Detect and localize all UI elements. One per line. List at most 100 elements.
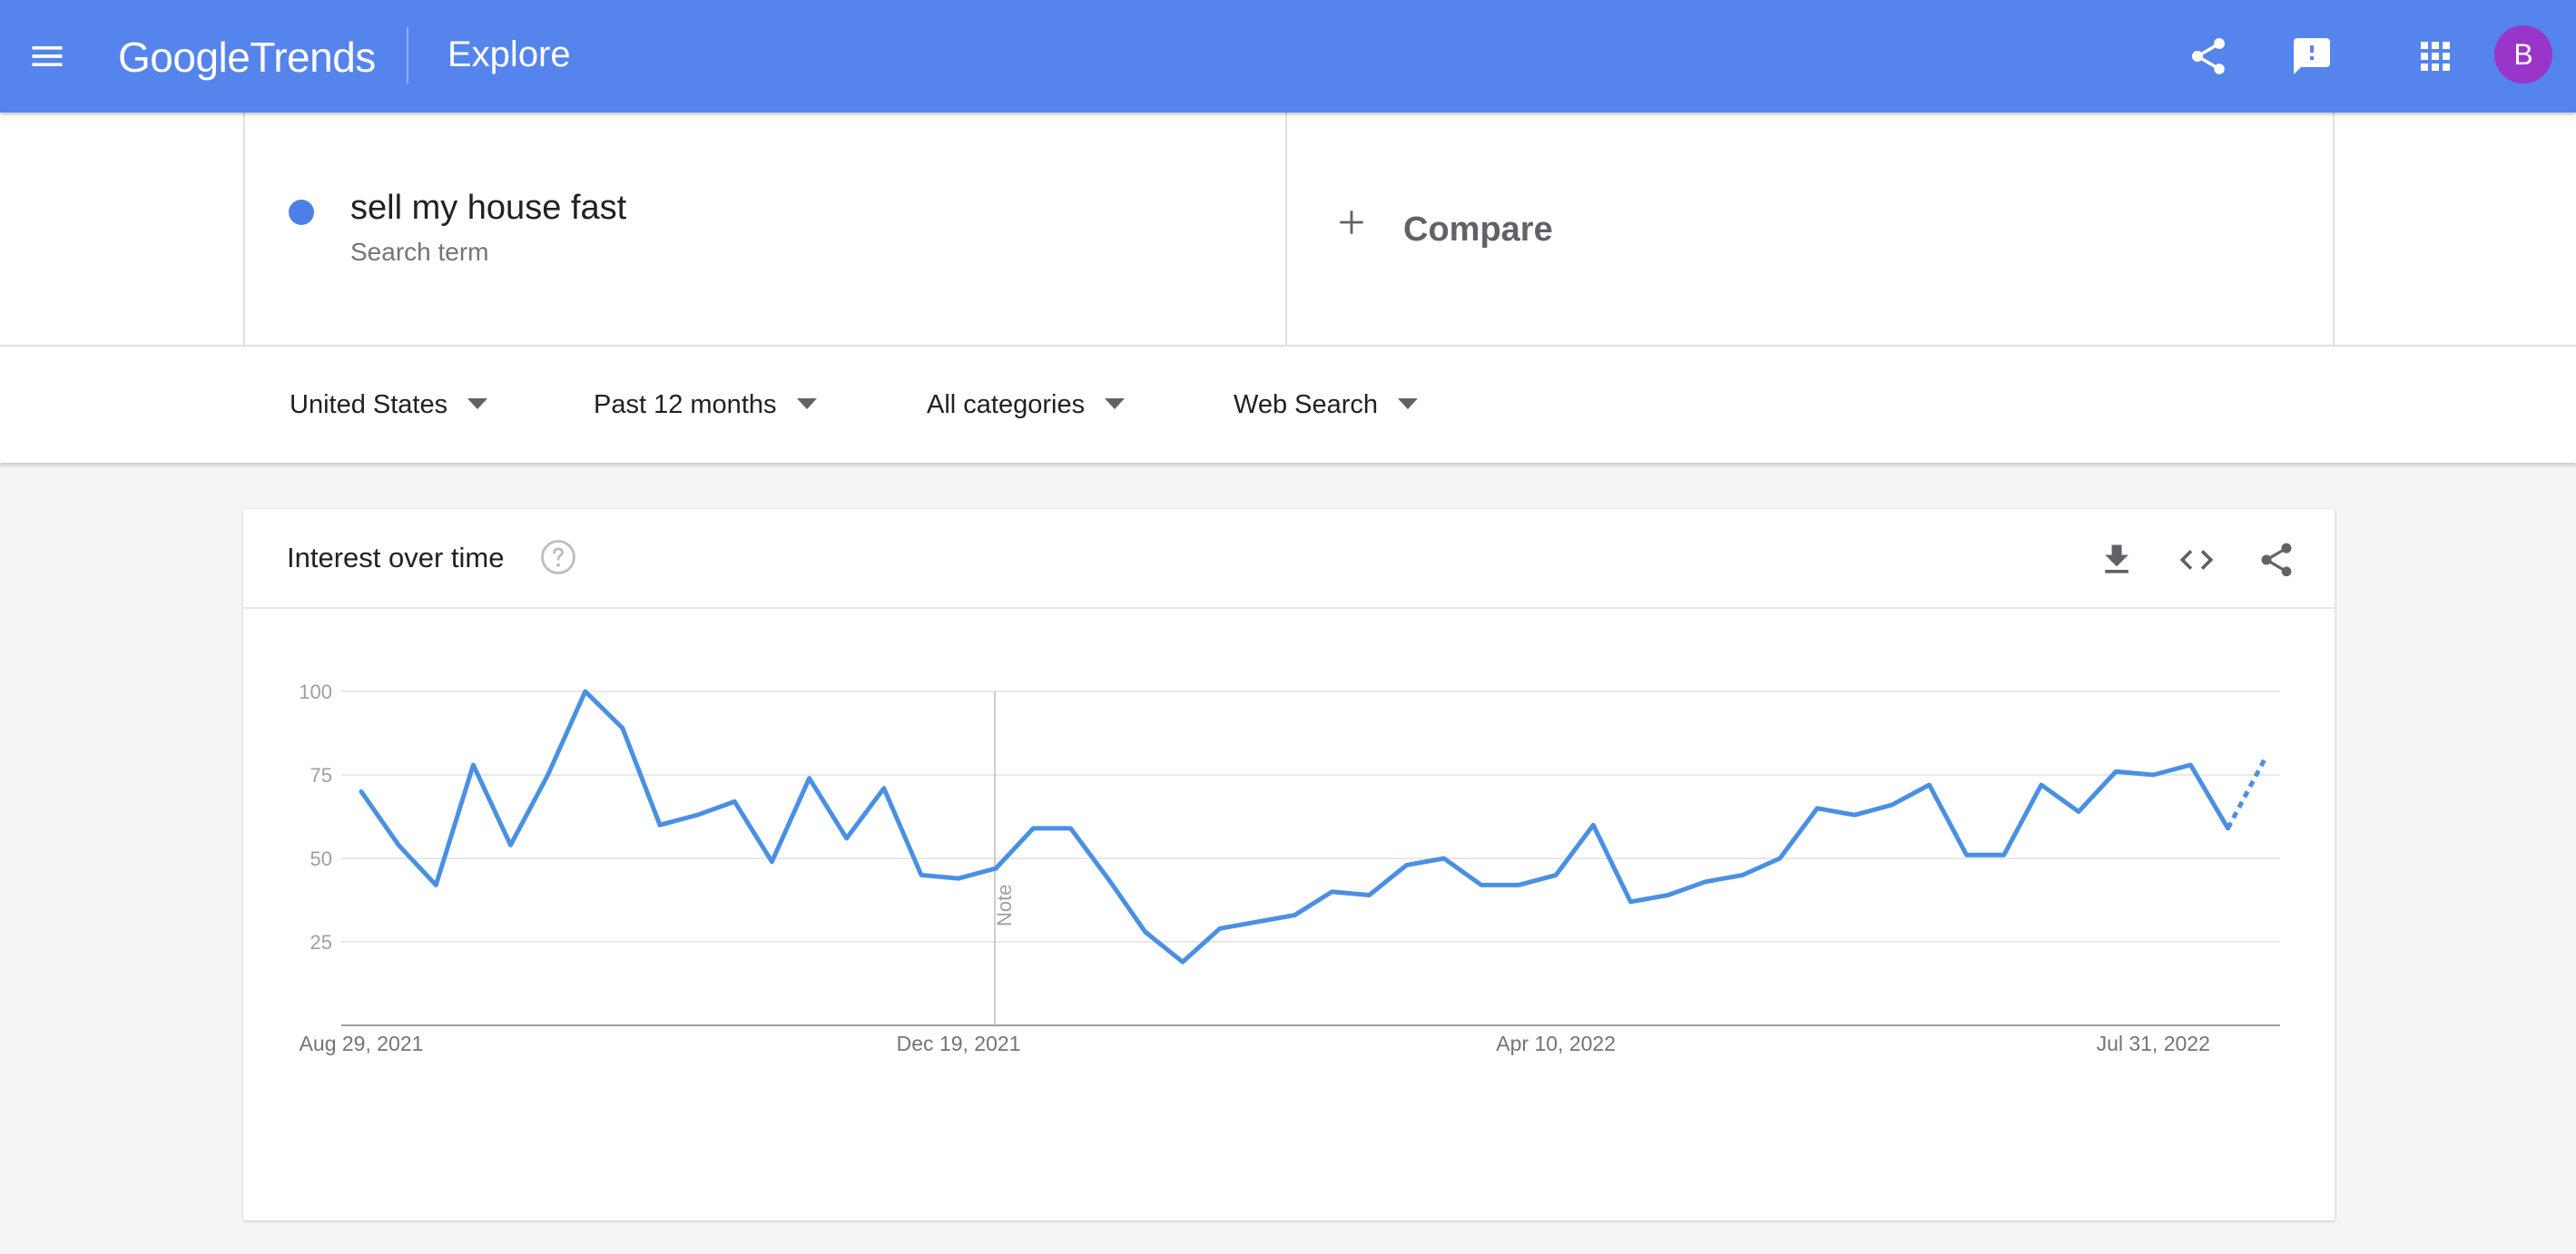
interest-over-time-card: Interest over time 25 50 75 100 Aug 29, 202… (243, 509, 2335, 1220)
data-point[interactable] (393, 839, 404, 850)
data-point[interactable] (1103, 873, 1114, 884)
data-point[interactable] (1401, 859, 1412, 870)
data-point[interactable] (430, 879, 441, 890)
chart-y-ticks: 25 50 75 100 (299, 681, 332, 954)
data-point[interactable] (1961, 849, 1972, 860)
y-tick-label: 75 (310, 764, 332, 787)
time-filter-dropdown[interactable]: Past 12 months (594, 390, 817, 420)
data-point[interactable] (692, 809, 703, 820)
logo-google: Google (118, 34, 251, 81)
logo-trends: Trends (250, 34, 376, 81)
y-tick-label: 100 (299, 681, 332, 703)
data-point[interactable] (1700, 877, 1711, 887)
data-point[interactable] (1550, 869, 1561, 880)
card-header: Interest over time (243, 509, 2335, 609)
data-point[interactable] (1214, 923, 1225, 934)
term-color-dot (289, 200, 314, 225)
share-icon[interactable] (2256, 540, 2296, 580)
chevron-down-icon (467, 398, 488, 410)
data-point[interactable] (617, 722, 628, 733)
partial-data-segment[interactable] (2226, 757, 2267, 830)
data-point[interactable] (580, 686, 591, 697)
chevron-down-icon (1105, 398, 1126, 410)
data-point[interactable] (2148, 769, 2158, 780)
search-term-type: Search term (350, 238, 489, 266)
data-point[interactable] (2260, 753, 2271, 764)
data-point[interactable] (1364, 889, 1375, 900)
chart-series[interactable] (356, 686, 2271, 967)
data-point[interactable] (543, 769, 554, 780)
data-point[interactable] (2223, 823, 2234, 834)
data-point[interactable] (916, 869, 927, 880)
data-point[interactable] (2110, 766, 2121, 777)
data-point[interactable] (1476, 879, 1487, 890)
data-point[interactable] (1737, 869, 1748, 880)
data-point[interactable] (1849, 809, 1860, 820)
search-terms-panel: sell my house fast Search term Compare (0, 113, 2576, 345)
data-point[interactable] (1923, 779, 1934, 790)
data-point[interactable] (804, 773, 815, 784)
data-point[interactable] (1886, 799, 1897, 810)
data-point[interactable] (1326, 887, 1337, 897)
data-point[interactable] (1812, 803, 1823, 814)
search-term-name[interactable]: sell my house fast (350, 189, 627, 227)
data-point[interactable] (766, 857, 777, 867)
header-divider (407, 27, 408, 83)
property-filter-dropdown[interactable]: Web Search (1234, 390, 1419, 420)
interest-line-chart: 25 50 75 100 Aug 29, 2021 Dec 19, 2021 Apr 10… (299, 681, 2280, 1055)
data-point[interactable] (1588, 819, 1598, 830)
data-point[interactable] (654, 819, 665, 830)
x-tick-label: Jul 31, 2022 (2097, 1032, 2210, 1055)
data-point[interactable] (1513, 879, 1524, 890)
chart-note[interactable]: Note (993, 691, 1016, 1025)
geo-filter-dropdown[interactable]: United States (290, 390, 488, 420)
property-filter-label: Web Search (1234, 390, 1379, 419)
category-filter-dropdown[interactable]: All categories (927, 390, 1126, 420)
data-point[interactable] (990, 863, 1001, 874)
data-point[interactable] (1663, 889, 1674, 900)
data-point[interactable] (729, 796, 740, 807)
data-point[interactable] (2185, 759, 2196, 770)
data-point[interactable] (953, 873, 964, 884)
compare-label: Compare (1403, 211, 1553, 249)
avatar[interactable]: B (2494, 25, 2552, 83)
share-icon[interactable] (2187, 34, 2230, 78)
search-term-card[interactable]: sell my house fast Search term (243, 113, 1287, 345)
data-point[interactable] (1775, 853, 1785, 864)
compare-button[interactable]: Compare (1287, 113, 2335, 345)
data-point[interactable] (467, 759, 478, 770)
data-point[interactable] (356, 786, 367, 797)
x-tick-label: Dec 19, 2021 (897, 1032, 1021, 1055)
chevron-down-icon (796, 398, 817, 410)
chart-gridlines (341, 691, 2280, 1026)
data-point[interactable] (1065, 823, 1076, 834)
data-point[interactable] (1140, 926, 1151, 937)
data-point[interactable] (841, 833, 852, 844)
data-point[interactable] (1289, 910, 1300, 921)
data-point[interactable] (1439, 853, 1450, 864)
plus-icon (1340, 211, 1363, 234)
data-point[interactable] (1177, 956, 1188, 967)
data-point[interactable] (1027, 823, 1038, 834)
google-trends-logo[interactable]: GoogleTrends (118, 33, 376, 82)
data-point[interactable] (1625, 896, 1636, 907)
y-tick-label: 50 (310, 847, 332, 870)
data-point[interactable] (506, 839, 516, 850)
filter-bar: United States Past 12 months All categor… (0, 345, 2576, 463)
series-line[interactable] (359, 689, 2230, 965)
help-icon[interactable] (539, 538, 577, 576)
data-point[interactable] (1252, 916, 1263, 927)
geo-filter-label: United States (290, 390, 448, 419)
data-point[interactable] (879, 783, 890, 794)
data-point[interactable] (2073, 806, 2084, 817)
x-tick-label: Aug 29, 2021 (300, 1032, 424, 1055)
data-point[interactable] (1999, 849, 2010, 860)
apps-icon[interactable] (2414, 34, 2457, 78)
data-point[interactable] (2036, 779, 2047, 790)
feedback-icon[interactable] (2290, 34, 2334, 78)
chart-x-ticks: Aug 29, 2021 Dec 19, 2021 Apr 10, 2022 Jul … (300, 1032, 2210, 1055)
y-tick-label: 25 (310, 931, 332, 954)
menu-icon[interactable] (27, 36, 67, 76)
download-icon[interactable] (2097, 540, 2137, 580)
embed-icon[interactable] (2177, 540, 2217, 580)
